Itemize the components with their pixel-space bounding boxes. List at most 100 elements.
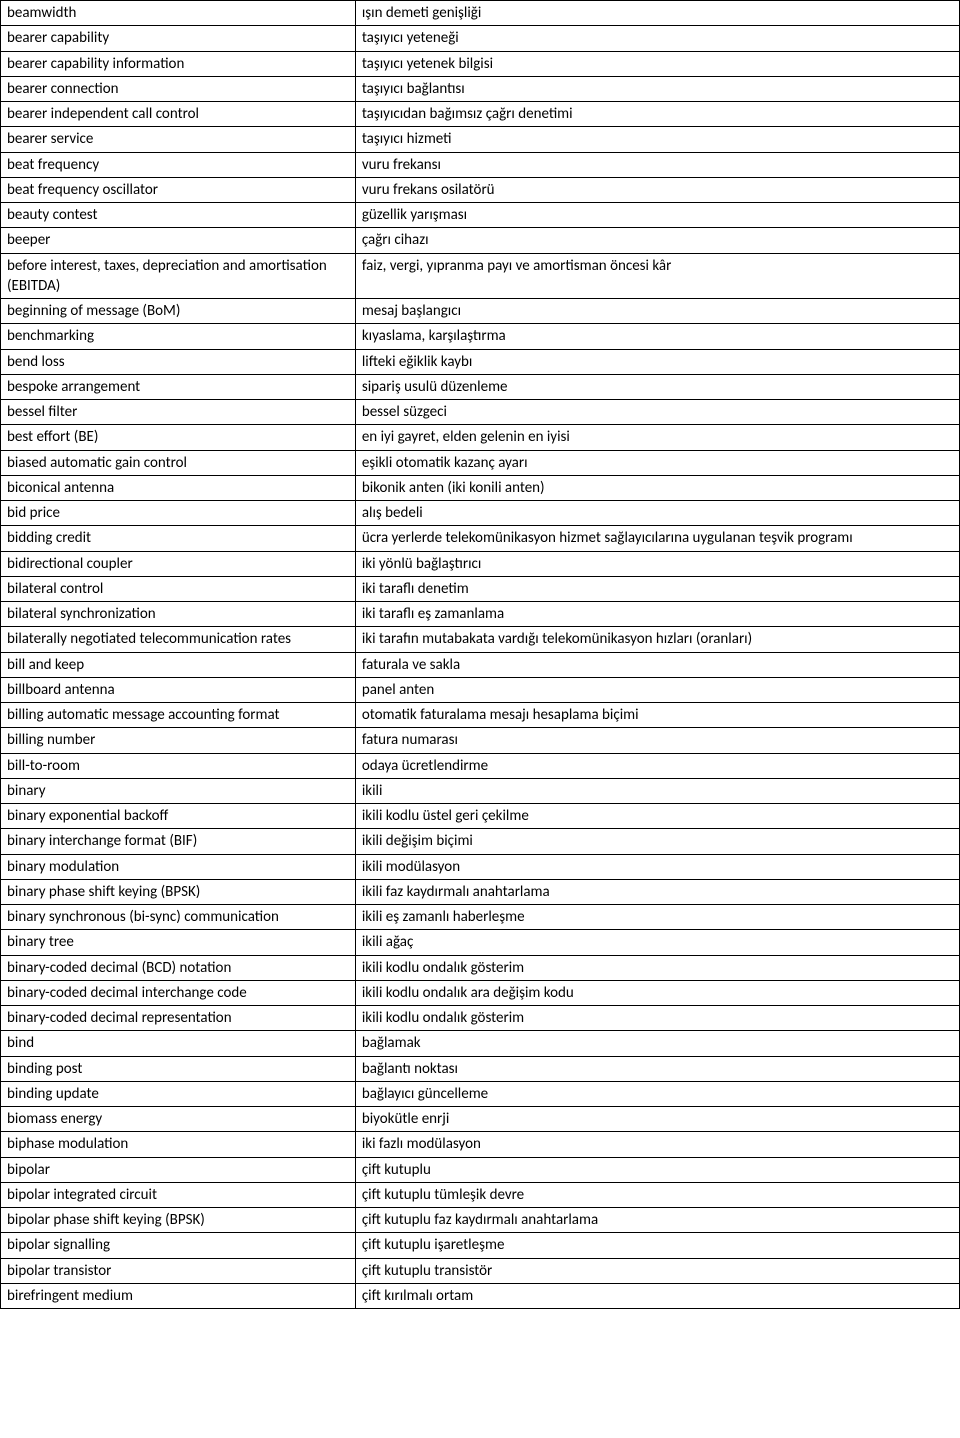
term-turkish: ikili ağaç [355,930,959,955]
term-english: binary-coded decimal representation [1,1006,356,1031]
term-turkish: odaya ücretlendirme [355,753,959,778]
table-row: bipolar signallingçift kutuplu işaretleş… [1,1233,960,1258]
table-row: bipolarçift kutuplu [1,1157,960,1182]
term-english: bind [1,1031,356,1056]
table-row: bipolar phase shift keying (BPSK)çift ku… [1,1208,960,1233]
term-english: beat frequency oscillator [1,177,356,202]
term-english: bearer connection [1,76,356,101]
table-row: biomass energybiyokütle enrji [1,1107,960,1132]
term-turkish: faiz, vergi, yıpranma payı ve amortisman… [355,253,959,299]
table-row: bill and keepfaturala ve sakla [1,652,960,677]
term-english: bill and keep [1,652,356,677]
term-turkish: çift kırılmalı ortam [355,1283,959,1308]
table-row: bilateral controliki taraflı denetim [1,576,960,601]
table-row: beat frequencyvuru frekansı [1,152,960,177]
term-english: bilateral control [1,576,356,601]
term-english: before interest, taxes, depreciation and… [1,253,356,299]
term-english: biphase modulation [1,1132,356,1157]
table-row: bessel filterbessel süzgeci [1,400,960,425]
table-row: beamwidthışın demeti genişliği [1,1,960,26]
table-row: bearer servicetaşıyıcı hizmeti [1,127,960,152]
table-row: binding postbağlantı noktası [1,1056,960,1081]
table-row: binary-coded decimal representationikili… [1,1006,960,1031]
table-row: bespoke arrangementsipariş usulü düzenle… [1,374,960,399]
term-english: bearer capability information [1,51,356,76]
term-english: bipolar integrated circuit [1,1182,356,1207]
table-row: before interest, taxes, depreciation and… [1,253,960,299]
term-turkish: otomatik faturalama mesajı hesaplama biç… [355,703,959,728]
term-turkish: çift kutuplu faz kaydırmalı anahtarlama [355,1208,959,1233]
term-turkish: çağrı cihazı [355,228,959,253]
term-turkish: kıyaslama, karşılaştırma [355,324,959,349]
table-row: binaryikili [1,778,960,803]
table-row: binary phase shift keying (BPSK)ikili fa… [1,879,960,904]
term-turkish: ikili kodlu ondalık ara değişim kodu [355,980,959,1005]
term-english: binding update [1,1081,356,1106]
term-turkish: taşıyıcı bağlantısı [355,76,959,101]
table-row: biconical antennabikonik anten (iki koni… [1,475,960,500]
term-turkish: ikili kodlu ondalık gösterim [355,1006,959,1031]
term-turkish: taşıyıcıdan bağımsız çağrı denetimi [355,102,959,127]
term-english: beauty contest [1,203,356,228]
table-row: billing numberfatura numarası [1,728,960,753]
term-turkish: iki tarafın mutabakata vardığı telekomün… [355,627,959,652]
term-english: bearer service [1,127,356,152]
term-english: binary exponential backoff [1,804,356,829]
table-row: bill-to-roomodaya ücretlendirme [1,753,960,778]
term-english: bid price [1,501,356,526]
table-row: beat frequency oscillatorvuru frekans os… [1,177,960,202]
table-row: beginning of message (BoM)mesaj başlangı… [1,299,960,324]
term-turkish: taşıyıcı hizmeti [355,127,959,152]
table-row: bearer independent call controltaşıyıcıd… [1,102,960,127]
term-turkish: iki fazlı modülasyon [355,1132,959,1157]
term-english: binary-coded decimal (BCD) notation [1,955,356,980]
term-english: benchmarking [1,324,356,349]
term-english: bearer independent call control [1,102,356,127]
table-row: bearer capabilitytaşıyıcı yeteneği [1,26,960,51]
term-english: binary tree [1,930,356,955]
term-english: biomass energy [1,1107,356,1132]
term-turkish: bağlantı noktası [355,1056,959,1081]
term-turkish: bikonik anten (iki konili anten) [355,475,959,500]
table-row: bipolar transistorçift kutuplu transistö… [1,1258,960,1283]
term-english: bill-to-room [1,753,356,778]
table-row: beeperçağrı cihazı [1,228,960,253]
table-row: binding updatebağlayıcı güncelleme [1,1081,960,1106]
term-turkish: panel anten [355,677,959,702]
table-row: binary interchange format (BIF)ikili değ… [1,829,960,854]
table-row: best effort (BE)en iyi gayret, elden gel… [1,425,960,450]
table-row: bid pricealış bedeli [1,501,960,526]
term-english: biconical antenna [1,475,356,500]
term-turkish: vuru frekans osilatörü [355,177,959,202]
table-row: beauty contestgüzellik yarışması [1,203,960,228]
term-turkish: bağlayıcı güncelleme [355,1081,959,1106]
term-turkish: ikili kodlu üstel geri çekilme [355,804,959,829]
term-english: binary [1,778,356,803]
term-turkish: çift kutuplu işaretleşme [355,1233,959,1258]
term-english: beat frequency [1,152,356,177]
term-english: bidirectional coupler [1,551,356,576]
term-english: binary phase shift keying (BPSK) [1,879,356,904]
term-english: bipolar transistor [1,1258,356,1283]
term-english: billing number [1,728,356,753]
term-english: binary-coded decimal interchange code [1,980,356,1005]
term-english: bipolar [1,1157,356,1182]
term-turkish: sipariş usulü düzenleme [355,374,959,399]
term-english: bespoke arrangement [1,374,356,399]
term-turkish: ikili kodlu ondalık gösterim [355,955,959,980]
term-turkish: iki taraflı eş zamanlama [355,602,959,627]
term-turkish: güzellik yarışması [355,203,959,228]
term-english: best effort (BE) [1,425,356,450]
term-english: bipolar signalling [1,1233,356,1258]
term-english: billboard antenna [1,677,356,702]
table-row: bilaterally negotiated telecommunication… [1,627,960,652]
term-turkish: biyokütle enrji [355,1107,959,1132]
term-turkish: ikili [355,778,959,803]
term-english: birefringent medium [1,1283,356,1308]
table-row: binary treeikili ağaç [1,930,960,955]
table-row: binary exponential backoffikili kodlu üs… [1,804,960,829]
term-english: beamwidth [1,1,356,26]
term-turkish: ücra yerlerde telekomünikasyon hizmet sa… [355,526,959,551]
term-english: binary interchange format (BIF) [1,829,356,854]
term-english: billing automatic message accounting for… [1,703,356,728]
